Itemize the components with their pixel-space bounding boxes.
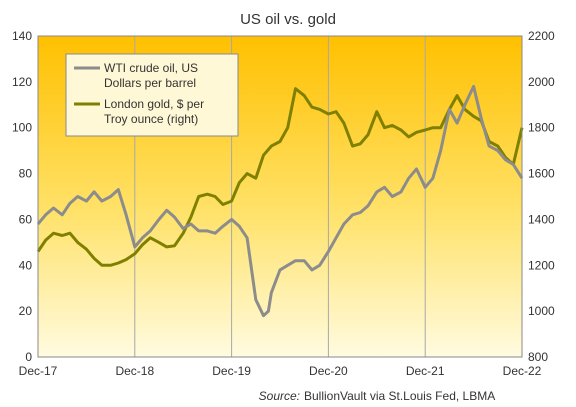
x-tick-label: Dec-17: [19, 364, 58, 378]
y-right-tick-label: 1400: [528, 212, 555, 226]
y-left-tick-label: 60: [19, 212, 33, 226]
y-left-tick-label: 100: [12, 121, 32, 135]
y-right-tick-label: 800: [528, 350, 548, 364]
y-right-tick-label: 1000: [528, 304, 555, 318]
y-right-tick-label: 2200: [528, 29, 555, 43]
y-left-tick-label: 80: [19, 167, 33, 181]
x-tick-label: Dec-21: [406, 364, 445, 378]
y-left-tick-label: 20: [19, 304, 33, 318]
x-tick-label: Dec-18: [115, 364, 154, 378]
series-line-wti-oil: [36, 84, 524, 318]
series-layer: [36, 84, 524, 318]
series-line-london-gold: [36, 87, 524, 267]
legend-label-oil-line2: Dollars per barrel: [104, 76, 196, 90]
legend: WTI crude oil, US Dollars per barrel Lon…: [65, 53, 239, 137]
y-right-tick-label: 2000: [528, 75, 555, 89]
y-right-tick-label: 1800: [528, 121, 555, 135]
y-left-tick-label: 0: [25, 350, 32, 364]
y-right-tick-label: 1200: [528, 258, 555, 272]
y-left-tick-label: 120: [12, 75, 32, 89]
y-left-tick-label: 140: [12, 29, 32, 43]
y-left-tick-label: 40: [19, 258, 33, 272]
left-axis-ticks: 0 20 40 60 80 100 120 140: [12, 29, 32, 364]
legend-label-oil-line1: WTI crude oil, US: [104, 61, 198, 75]
right-axis-ticks: 800 1000 1200 1400 1600 1800 2000 2200: [528, 29, 555, 364]
legend-box: [65, 53, 239, 137]
x-axis-ticks: Dec-17 Dec-18 Dec-19 Dec-20 Dec-21 Dec-22: [19, 364, 542, 378]
chart-title: US oil vs. gold: [240, 11, 336, 28]
plot-frame: [37, 35, 523, 358]
legend-label-gold-line2: Troy ounce (right): [104, 112, 198, 126]
legend-label-gold-line1: London gold, $ per: [104, 97, 204, 111]
y-right-tick-label: 1600: [528, 167, 555, 181]
x-tick-label: Dec-20: [309, 364, 348, 378]
x-tick-label: Dec-22: [503, 364, 542, 378]
source-prefix: Source:: [259, 389, 300, 403]
x-tick-label: Dec-19: [212, 364, 251, 378]
source-text: BullionVault via St.Louis Fed, LBMA: [304, 389, 495, 403]
